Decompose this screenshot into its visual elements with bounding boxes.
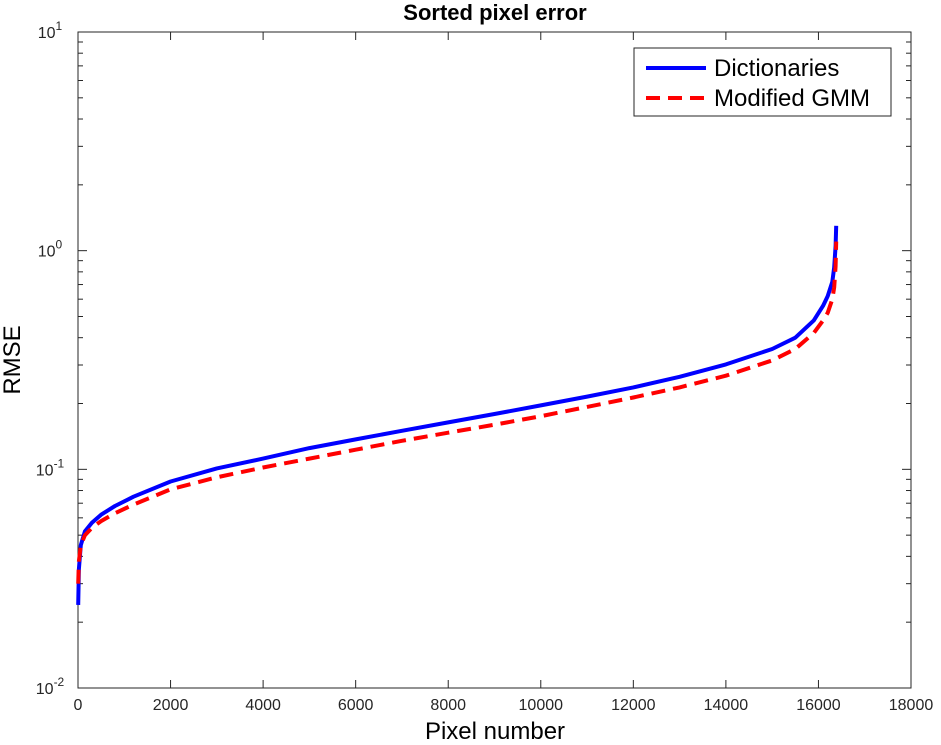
chart-title: Sorted pixel error [403, 0, 587, 25]
series-line-dictionaries [76, 225, 839, 605]
plot-frame [77, 31, 912, 689]
x-tick-label: 6000 [338, 697, 374, 714]
x-tick-label: 2000 [153, 697, 189, 714]
x-tick-label: 4000 [245, 697, 281, 714]
y-axis-label: RMSE [0, 325, 26, 394]
legend-box [633, 47, 892, 117]
x-axis: 0 2000 4000 6000 8000 10000 12000 14000 16000 180… [74, 32, 934, 714]
series-layer [76, 225, 839, 605]
x-tick-label: 16000 [796, 697, 841, 714]
series-line-modified-gmm [76, 241, 839, 584]
x-tick-label: 10000 [519, 697, 564, 714]
y-axis: 10-2 10-1 100 101 [36, 19, 911, 698]
plot-area [77, 31, 912, 689]
y-tick-label: 100 [38, 238, 63, 261]
x-tick-label: 14000 [704, 697, 749, 714]
x-tick-label: 12000 [611, 697, 656, 714]
legend: Dictionaries Modified GMM [633, 47, 892, 117]
x-tick-label: 18000 [889, 697, 934, 714]
x-tick-label: 8000 [430, 697, 466, 714]
x-axis-label: Pixel number [425, 718, 565, 745]
y-tick-label: 10-2 [36, 675, 65, 698]
y-tick-label: 10-1 [36, 456, 65, 479]
y-tick-label: 101 [38, 19, 63, 42]
legend-label: Dictionaries [714, 55, 839, 82]
x-tick-label: 0 [74, 697, 83, 714]
legend-label: Modified GMM [714, 85, 870, 112]
